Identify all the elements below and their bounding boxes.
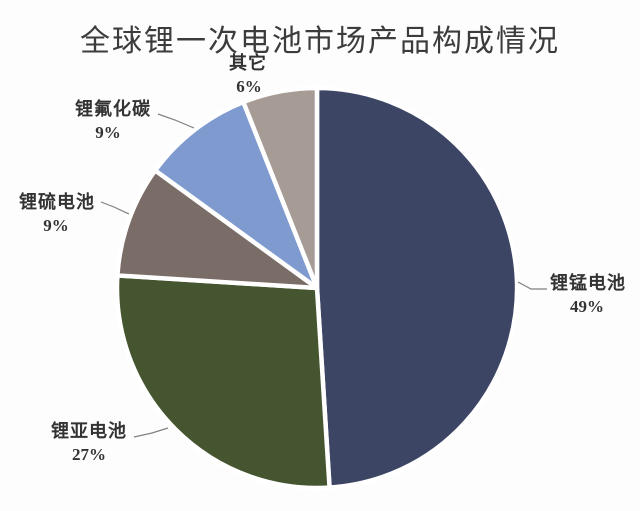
slice-label-name-0: 锂锰电池	[550, 273, 626, 293]
pie-slice-3[interactable]	[152, 99, 320, 291]
slice-label-percent-1: 27%	[72, 445, 106, 464]
slice-label-percent-2: 9%	[43, 216, 69, 235]
pie-slices-group	[114, 85, 520, 491]
slice-label-0: 锂锰电池 49%	[550, 271, 626, 319]
pie-slice-1[interactable]	[114, 273, 332, 491]
leader-line-3	[157, 113, 195, 129]
slice-label-2: 锂硫电池 9%	[19, 190, 95, 238]
leader-line-0	[517, 281, 547, 290]
pie-slice-4[interactable]	[241, 85, 320, 291]
pie-slice-0[interactable]	[314, 85, 520, 490]
leader-line-2	[100, 201, 130, 215]
slice-label-name-3: 锂氟化碳	[75, 99, 151, 119]
leader-line-1	[133, 427, 169, 438]
slice-label-3: 锂氟化碳 9%	[75, 97, 151, 145]
slice-label-percent-4: 6%	[236, 77, 262, 96]
leader-lines-group	[100, 113, 547, 438]
slice-label-percent-0: 49%	[570, 297, 604, 316]
pie-slice-2[interactable]	[115, 168, 320, 291]
slice-label-name-2: 锂硫电池	[19, 192, 95, 212]
slice-label-name-1: 锂亚电池	[51, 421, 127, 441]
slice-label-name-4: 其它	[229, 53, 267, 73]
chart-title: 全球锂一次电池市场产品构成情况	[80, 25, 560, 58]
slice-label-percent-3: 9%	[95, 123, 121, 142]
slice-label-1: 锂亚电池 27%	[51, 419, 127, 467]
slice-label-4: 其它 6%	[229, 51, 267, 99]
